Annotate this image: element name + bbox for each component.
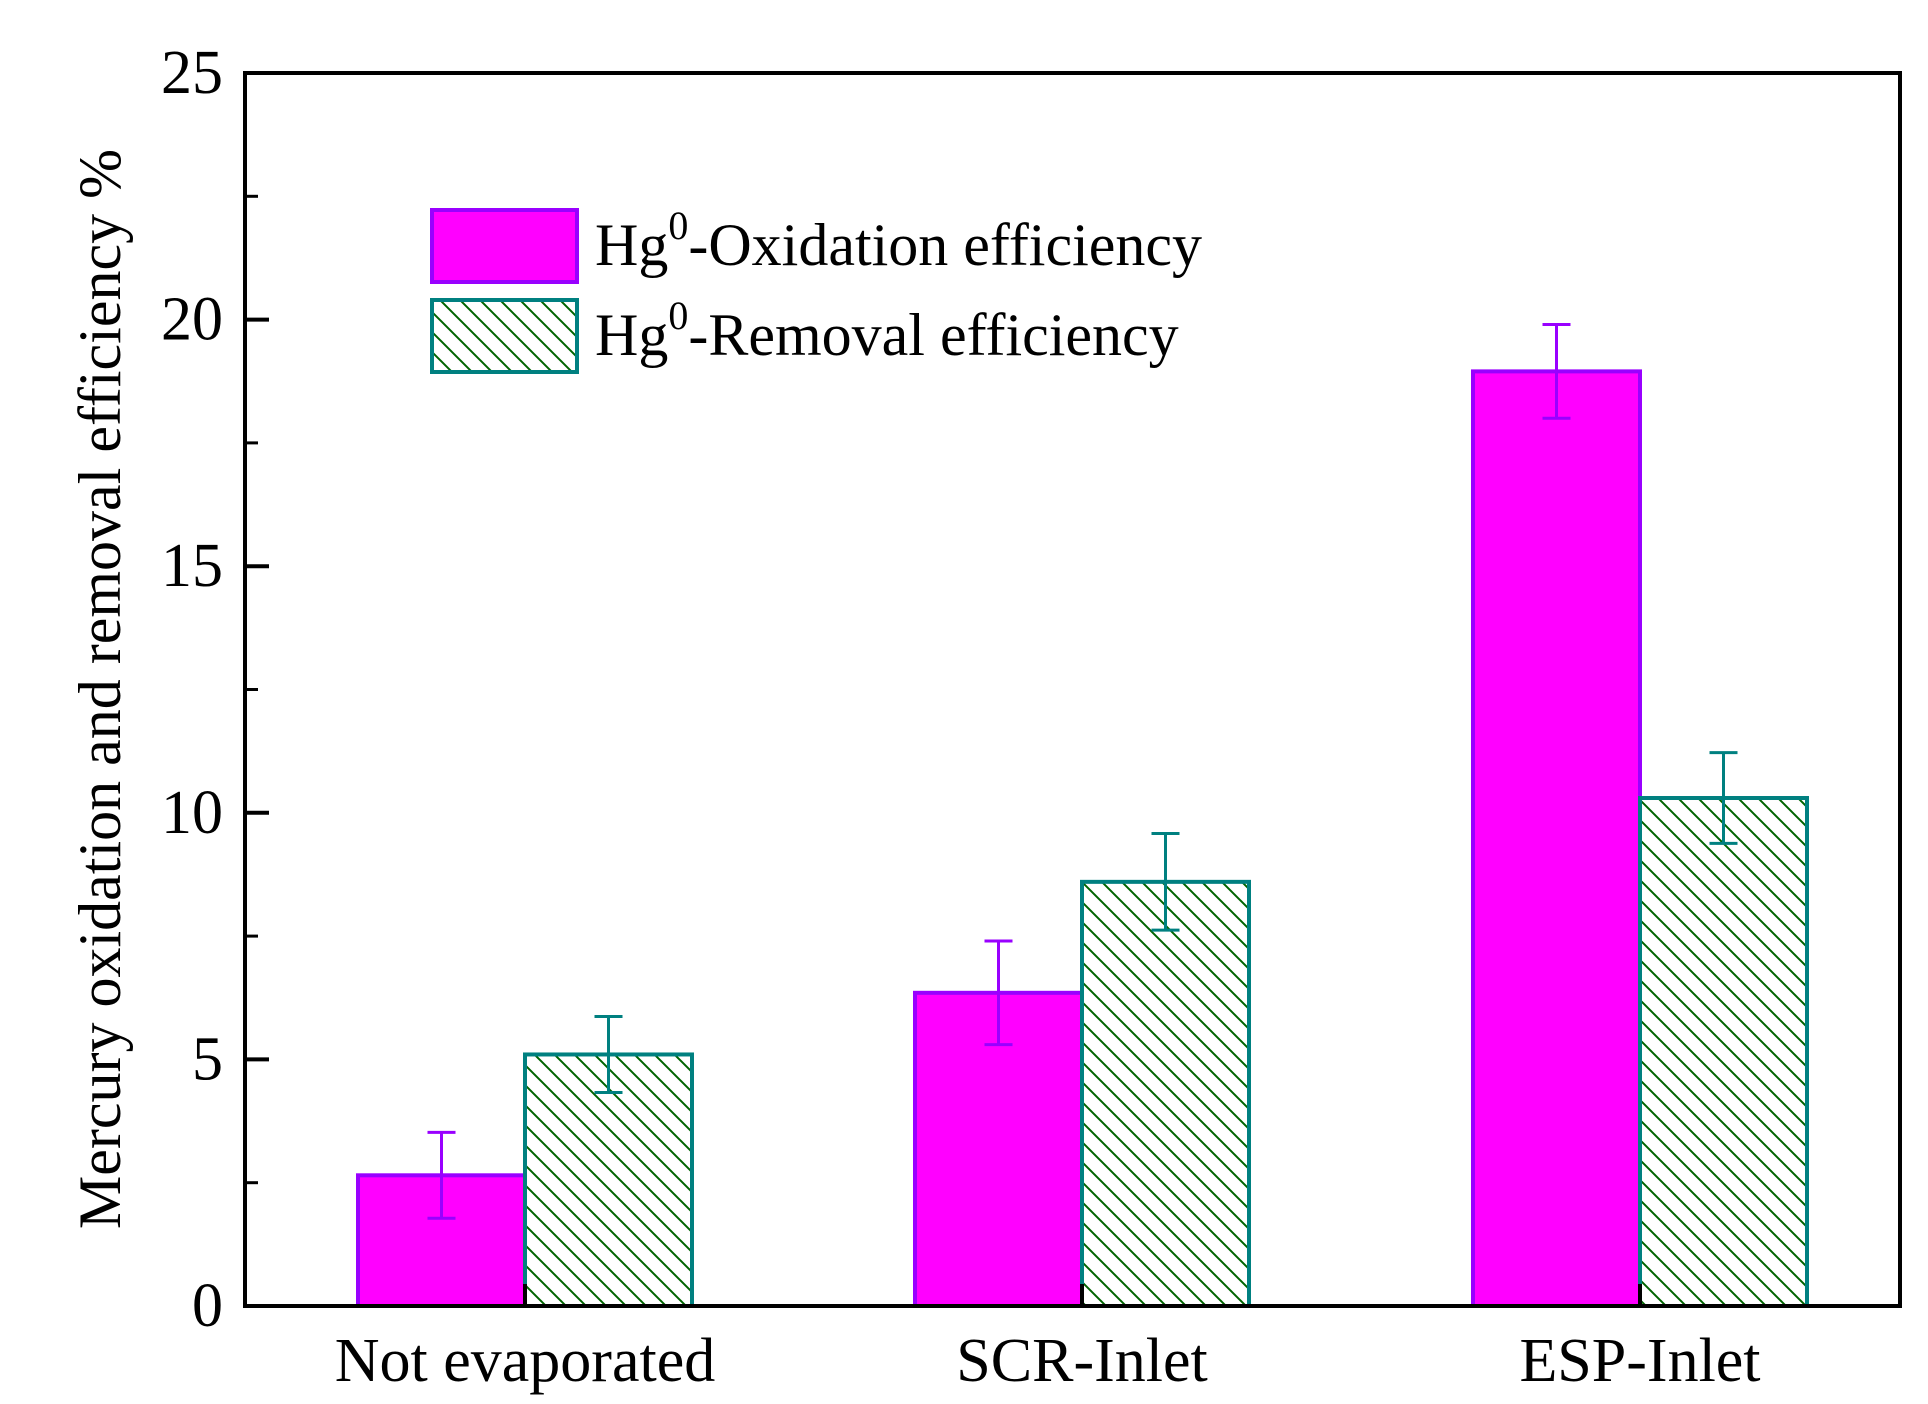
legend-swatch-removal bbox=[430, 298, 579, 374]
x-axis: Not evaporated SCR-Inlet ESP-Inlet bbox=[335, 1284, 1761, 1395]
bar-oxidation-2 bbox=[1471, 369, 1642, 1308]
y-tick-label: 20 bbox=[161, 286, 223, 354]
legend-label-oxidation: Hg0-Oxidation efficiency bbox=[595, 203, 1202, 278]
y-axis: 0 5 10 15 20 25 bbox=[161, 39, 269, 1340]
x-tick-label: Not evaporated bbox=[335, 1327, 715, 1395]
y-axis-label: Mercury oxidation and removal efficiency… bbox=[67, 149, 133, 1229]
y-tick-label: 15 bbox=[161, 532, 223, 600]
error-bar-oxidation-2 bbox=[1542, 323, 1571, 420]
x-tick-label: SCR-Inlet bbox=[956, 1327, 1207, 1395]
bars-layer bbox=[356, 369, 1809, 1309]
error-bar-removal-1 bbox=[1151, 832, 1180, 932]
legend: Hg0-Oxidation efficiency Hg0-Removal eff… bbox=[430, 203, 1202, 374]
y-tick-label: 5 bbox=[192, 1025, 223, 1093]
y-tick-label: 10 bbox=[161, 779, 223, 847]
error-bar-removal-0 bbox=[594, 1014, 623, 1094]
legend-label-removal: Hg0-Removal efficiency bbox=[595, 293, 1179, 368]
bar-removal-1 bbox=[1080, 879, 1251, 1309]
y-tick-label: 25 bbox=[161, 39, 223, 107]
bar-removal-2 bbox=[1638, 796, 1809, 1309]
x-tick-label: ESP-Inlet bbox=[1519, 1327, 1760, 1395]
error-bar-oxidation-0 bbox=[427, 1130, 456, 1220]
error-bar-oxidation-1 bbox=[984, 939, 1013, 1047]
y-tick-label: 0 bbox=[192, 1272, 223, 1340]
error-bar-removal-2 bbox=[1709, 751, 1738, 845]
error-bars-layer bbox=[427, 323, 1738, 1220]
legend-swatch-oxidation bbox=[430, 208, 579, 284]
